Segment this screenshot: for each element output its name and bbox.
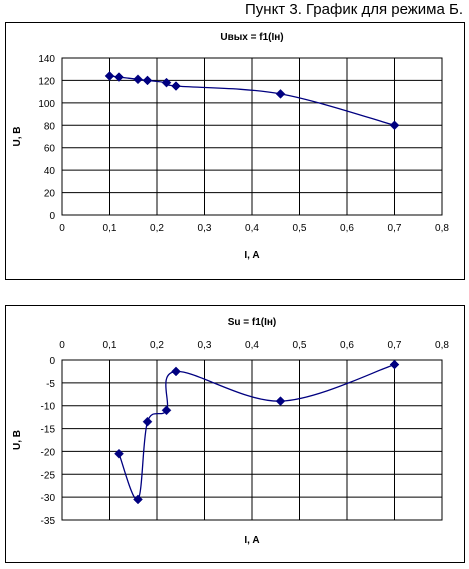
x-tick-label: 0 [59,223,65,234]
x-tick-label: 0,7 [388,340,402,351]
page-heading: Пункт 3. График для режима Б. [245,1,463,18]
x-tick-label: 0 [59,340,65,351]
data-point-marker [275,396,286,406]
x-tick-label: 0,4 [245,223,259,234]
y-tick-label: -15 [41,425,56,436]
x-tick-label: 0,4 [245,340,259,351]
y-tick-label: -25 [41,470,56,481]
data-point-marker [133,74,143,85]
data-point-marker [161,405,172,416]
data-point-marker [275,89,286,99]
y-axis-label: U, B [12,127,23,147]
x-tick-label: 0,6 [340,223,354,234]
data-point-marker [389,120,400,131]
x-axis-label: I, A [244,250,259,261]
y-tick-label: 0 [49,211,55,222]
x-tick-label: 0,3 [198,223,212,234]
y-tick-label: -30 [41,493,56,504]
y-tick-label: 80 [44,121,56,132]
y-tick-label: -10 [41,402,56,413]
data-point-marker [142,75,153,86]
data-point-marker [389,359,400,370]
y-tick-label: 20 [44,189,56,200]
y-tick-label: 40 [44,166,56,177]
y-tick-label: -35 [41,516,56,527]
x-axis-label: I, A [244,535,259,546]
data-point-marker [171,366,181,377]
y-tick-label: 120 [38,76,55,87]
x-tick-label: 0,2 [150,223,164,234]
data-point-marker [133,494,143,505]
x-tick-label: 0,8 [435,223,449,234]
x-tick-label: 0,5 [293,340,307,351]
y-tick-label: 100 [38,99,55,110]
data-point-marker [114,72,124,82]
data-point-marker [104,71,115,81]
x-tick-label: 0,3 [198,340,212,351]
x-tick-label: 0,5 [293,223,307,234]
chart-output-voltage: 0 0,1 0,2 0,3 0,4 0,5 0,6 0,7 0,8 0 20 40 60 80 100 120… [12,32,449,261]
data-point-marker [161,77,172,88]
y-tick-label: -5 [46,379,55,390]
chart-voltage-deviation: 0 0,1 0,2 0,3 0,4 0,5 0,6 0,7 0,8 -35 -30 -25 -20 -15… [12,317,449,546]
y-tick-label: -20 [41,447,56,458]
y-tick-label: 140 [38,54,55,65]
x-tick-label: 0,1 [103,223,117,234]
data-point-marker [171,81,181,91]
x-tick-label: 0,1 [103,340,117,351]
data-point-marker [114,448,124,459]
y-axis-label: U, B [12,430,23,450]
x-tick-label: 0,6 [340,340,354,351]
y-tick-label: 0 [49,356,55,367]
data-point-marker [142,416,153,427]
y-tick-label: 60 [44,144,56,155]
x-tick-label: 0,7 [388,223,402,234]
chart-title: Uвых = f1(Iн) [220,32,283,43]
chart-frame-output-voltage: 0 0,1 0,2 0,3 0,4 0,5 0,6 0,7 0,8 0 20 40 60 80 100 120… [5,22,465,280]
x-tick-label: 0,2 [150,340,164,351]
chart-frame-voltage-deviation: 0 0,1 0,2 0,3 0,4 0,5 0,6 0,7 0,8 -35 -30 -25 -20 -15… [5,305,465,563]
chart-title: Su = f1(Iн) [228,317,277,328]
x-tick-label: 0,8 [435,340,449,351]
